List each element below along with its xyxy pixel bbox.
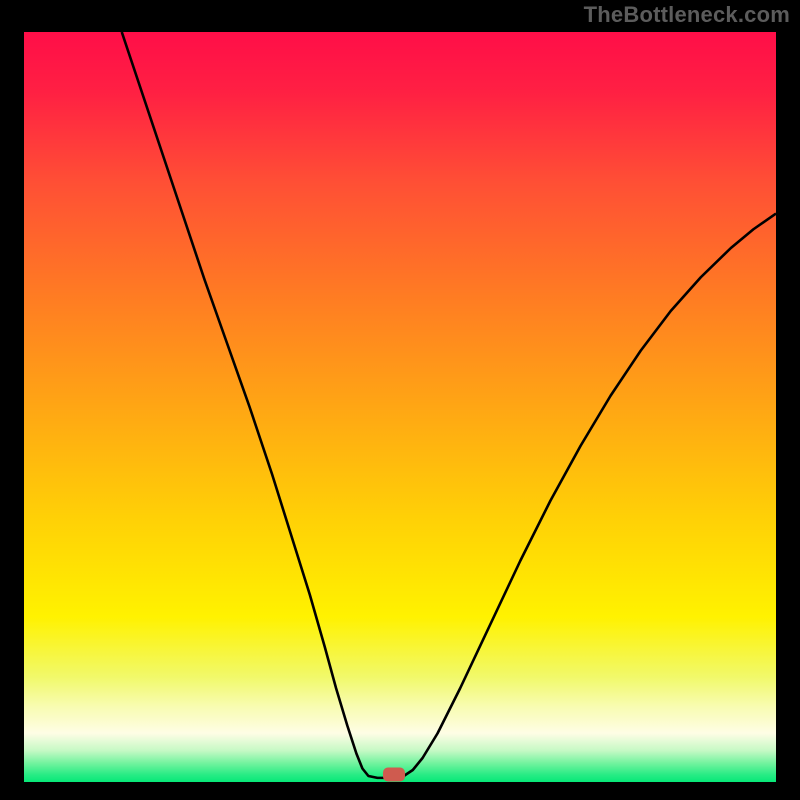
gradient-background <box>24 32 776 782</box>
bottleneck-chart <box>24 32 776 782</box>
outer-frame: TheBottleneck.com <box>0 0 800 800</box>
watermark-text: TheBottleneck.com <box>584 2 790 28</box>
optimum-marker <box>383 768 405 782</box>
chart-svg <box>24 32 776 782</box>
